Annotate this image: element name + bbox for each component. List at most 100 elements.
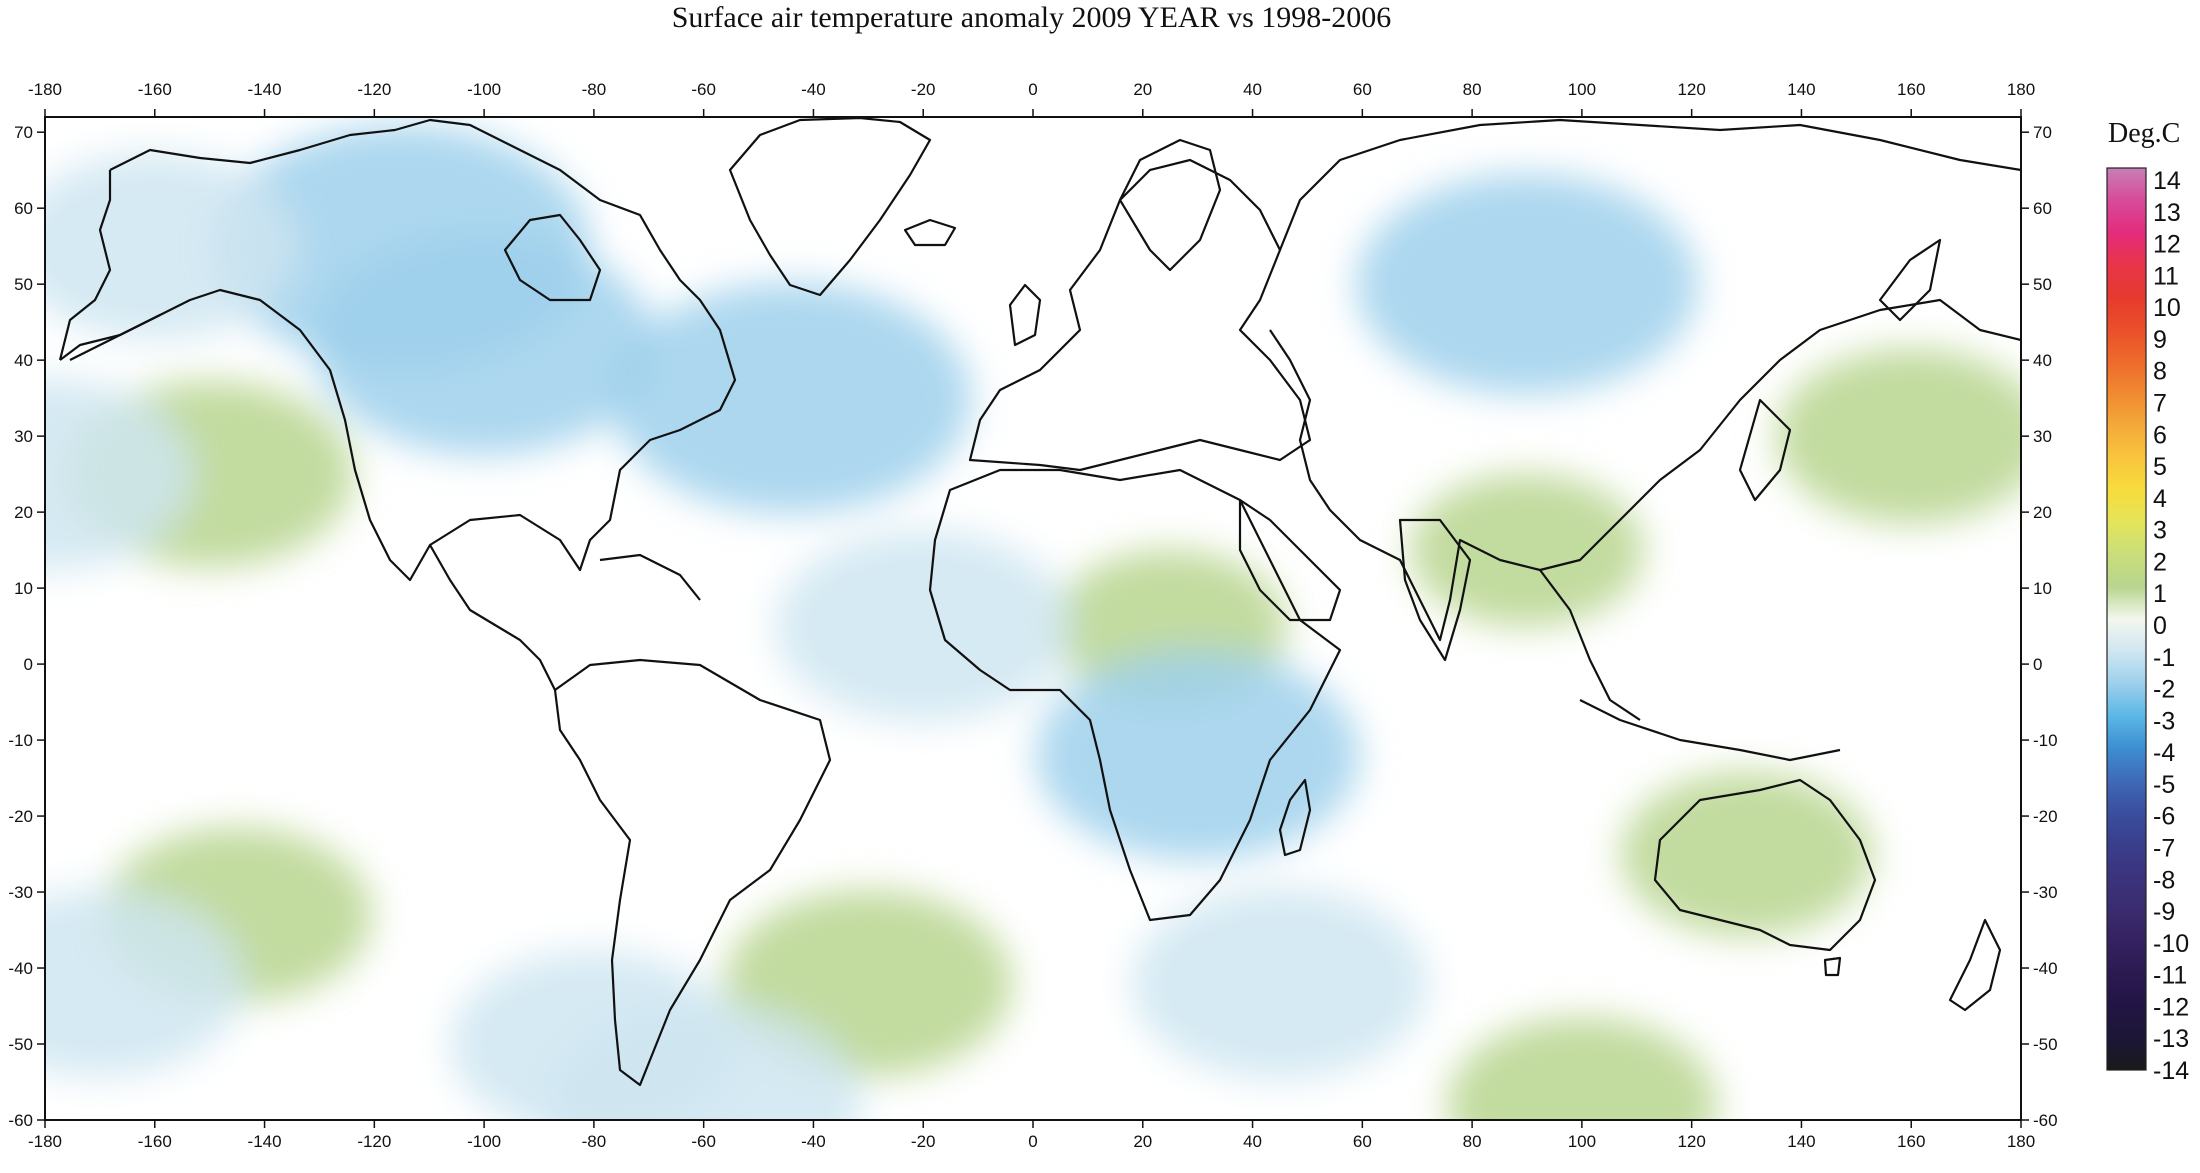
colorbar-tick-label: -4: [2153, 739, 2175, 767]
y-tick-label-right: -10: [2033, 731, 2058, 750]
anomaly-region: [1446, 1016, 1717, 1120]
y-tick-label-right: -20: [2033, 807, 2058, 826]
anomaly-field: [45, 124, 2021, 1120]
colorbar-tick-label: -13: [2153, 1025, 2189, 1053]
x-tick-label-top: -160: [138, 80, 172, 99]
y-tick-label-right: 50: [2033, 275, 2052, 294]
colorbar-unit: Deg.C: [2108, 118, 2180, 149]
anomaly-region: [313, 234, 656, 456]
anomaly-region: [1776, 348, 2021, 525]
caribbean-arc: [599, 553, 701, 601]
colorbar-tick-label: 11: [2153, 262, 2179, 290]
greenland: [728, 117, 932, 297]
x-tick-label-bottom: 120: [1677, 1132, 1705, 1151]
x-tick-label-bottom: 100: [1568, 1132, 1596, 1151]
colorbar-tick-label: 0: [2153, 612, 2167, 640]
y-tick-label-left: 60: [14, 199, 33, 218]
kamchatka: [1878, 238, 1942, 322]
anomaly-region: [774, 529, 1072, 723]
y-tick-label-right: 10: [2033, 579, 2052, 598]
colorbar-tick-label: -2: [2153, 676, 2175, 704]
x-tick-label-bottom: -100: [467, 1132, 501, 1151]
colorbar-tick-label: -9: [2153, 898, 2175, 926]
anomaly-region: [611, 282, 972, 515]
colorbar-tick-label: -6: [2153, 803, 2175, 831]
y-tick-label-left: -10: [8, 731, 33, 750]
x-tick-label-bottom: 80: [1463, 1132, 1482, 1151]
x-tick-label-bottom: -180: [28, 1132, 62, 1151]
japan: [1738, 398, 1792, 502]
y-tick-label-right: -40: [2033, 959, 2058, 978]
x-tick-label-top: -100: [467, 80, 501, 99]
colorbar-tick-label: -3: [2153, 707, 2175, 735]
y-tick-label-left: 20: [14, 503, 33, 522]
x-tick-label-bottom: 60: [1353, 1132, 1372, 1151]
colorbar: Deg.C 14131211109876543210-1-2-3-4-5-6-7…: [2106, 118, 2189, 1085]
axes: -180-180-160-160-140-140-120-120-100-100…: [8, 80, 2057, 1151]
anomaly-region: [45, 889, 244, 1077]
uk: [1008, 283, 1042, 347]
x-tick-label-top: 140: [1787, 80, 1815, 99]
colorbar-tick-label: -5: [2153, 771, 2175, 799]
x-tick-label-top: 180: [2007, 80, 2035, 99]
x-tick-label-top: -20: [911, 80, 936, 99]
colorbar-tick-label: 8: [2153, 358, 2167, 386]
colorbar-tick-label: 6: [2153, 421, 2167, 449]
y-tick-label-left: 50: [14, 275, 33, 294]
y-tick-label-left: 0: [24, 655, 33, 674]
y-tick-label-left: -50: [8, 1035, 33, 1054]
x-tick-label-top: 0: [1028, 80, 1037, 99]
x-tick-label-bottom: -160: [138, 1132, 172, 1151]
colorbar-tick-label: 13: [2153, 199, 2181, 227]
colorbar-tick-label: 9: [2153, 326, 2167, 354]
x-tick-label-bottom: 20: [1133, 1132, 1152, 1151]
y-tick-label-left: 30: [14, 427, 33, 446]
y-tick-label-left: -40: [8, 959, 33, 978]
colorbar-tick-label: 10: [2153, 294, 2181, 322]
x-tick-label-bottom: -140: [248, 1132, 282, 1151]
x-tick-label-bottom: -80: [582, 1132, 607, 1151]
asia-outline: [1269, 118, 2021, 642]
colorbar-tick-label: 3: [2153, 517, 2167, 545]
colorbar-tick-label: -1: [2153, 644, 2175, 672]
x-tick-label-top: 20: [1133, 80, 1152, 99]
north-america-outline: [58, 118, 737, 582]
x-tick-label-top: -120: [357, 80, 391, 99]
y-tick-label-right: 40: [2033, 351, 2052, 370]
coastlines: [58, 117, 2021, 1087]
y-tick-label-left: 40: [14, 351, 33, 370]
y-tick-label-right: 60: [2033, 199, 2052, 218]
y-tick-label-right: 20: [2033, 503, 2052, 522]
anomaly-region: [1410, 473, 1644, 627]
indonesia: [1579, 699, 1841, 762]
madagascar: [1278, 778, 1312, 857]
iceland: [903, 218, 957, 247]
south-america-outline: [553, 658, 832, 1087]
x-tick-label-bottom: 160: [1897, 1132, 1925, 1151]
colorbar-tick-label: 4: [2153, 485, 2167, 513]
x-tick-label-top: 160: [1897, 80, 1925, 99]
y-tick-label-left: -30: [8, 883, 33, 902]
y-tick-label-right: 70: [2033, 123, 2052, 142]
colorbar-scale: [2106, 167, 2147, 1071]
new-zealand: [1948, 918, 2002, 1012]
anomaly-region: [546, 1002, 862, 1120]
colorbar-tick-label: -12: [2153, 993, 2189, 1021]
africa-outline: [928, 468, 1342, 922]
x-tick-label-top: 40: [1243, 80, 1262, 99]
x-tick-label-bottom: 40: [1243, 1132, 1262, 1151]
colorbar-tick-label: 12: [2153, 231, 2181, 259]
anomaly-region: [45, 152, 299, 340]
colorbar-tick-label: -7: [2153, 835, 2175, 863]
x-tick-label-top: -60: [691, 80, 716, 99]
alaska-peninsula: [69, 314, 161, 361]
x-tick-label-bottom: -20: [911, 1132, 936, 1151]
x-tick-label-top: -80: [582, 80, 607, 99]
y-tick-label-left: 10: [14, 579, 33, 598]
australia-outline: [1653, 778, 1877, 952]
anomaly-region: [1356, 173, 1698, 395]
x-tick-label-bottom: 180: [2007, 1132, 2035, 1151]
y-tick-label-right: 0: [2033, 655, 2042, 674]
anomaly-region: [1035, 650, 1360, 861]
x-tick-label-top: 80: [1463, 80, 1482, 99]
